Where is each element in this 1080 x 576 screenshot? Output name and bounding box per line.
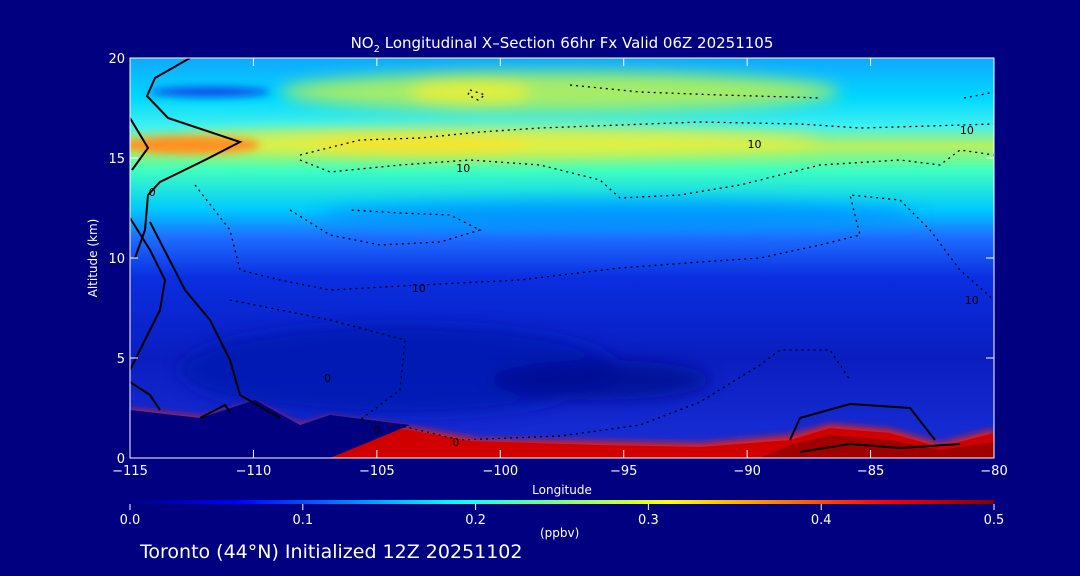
x-tick-label: −95 [610,464,637,479]
contour-label: 10 [960,124,974,137]
y-tick-label: 20 [108,52,125,67]
y-tick-label: 0 [117,452,125,467]
colorbar-tick-label: 0.3 [638,513,659,528]
init-info: Toronto (44°N) Initialized 12Z 20251102 [140,541,523,563]
x-axis: −115 −110 −105 −100 −95 −90 −85 −80 [112,58,1008,479]
x-tick-label: −110 [236,464,272,479]
colorbar [130,500,994,504]
colorbar-tick-label: 0.1 [292,513,313,528]
contour-label: 0 [324,372,331,385]
contour-label: 10 [456,162,470,175]
y-axis: 0 5 10 15 20 [108,52,994,467]
colorbar-tick-label: 0.2 [465,513,486,528]
colorbar-units: (ppbv) [540,526,580,540]
contour-label: 0 [149,186,156,199]
y-tick-label: 5 [117,352,125,367]
colorbar-ticks: 0.0 0.1 0.2 0.3 0.4 0.5 [120,504,1005,528]
x-axis-label: Longitude [532,483,592,497]
contour-label: 0 [452,436,459,449]
x-tick-label: −100 [482,464,518,479]
heatmap-field [130,58,994,458]
y-tick-label: 15 [108,152,125,167]
x-tick-label: −80 [980,464,1007,479]
x-tick-label: −115 [112,464,148,479]
contour-label: 10 [412,282,426,295]
contour-label: 0 [373,424,380,437]
contour-label: 10 [965,294,979,307]
contour-labels: 10 10 10 10 10 0 0 0 0 [149,124,979,449]
chart-title: NO2 Longitudinal X–Section 66hr Fx Valid… [350,34,774,55]
x-tick-label: −105 [359,464,395,479]
colorbar-tick-label: 0.0 [120,513,141,528]
contour-label: 10 [748,138,762,151]
x-tick-label: −85 [857,464,884,479]
colorbar-tick-label: 0.4 [811,513,832,528]
y-tick-label: 10 [108,252,125,267]
x-tick-label: −90 [733,464,760,479]
colorbar-tick-label: 0.5 [984,513,1005,528]
y-axis-label: Altitude (km) [86,219,100,298]
